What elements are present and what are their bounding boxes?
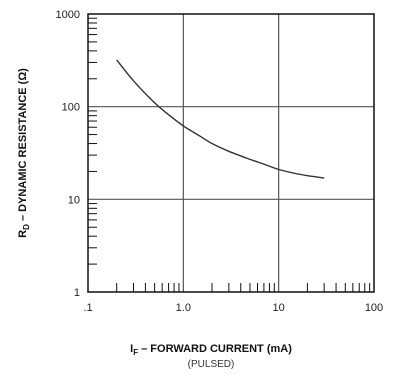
x-axis-label: IF – FORWARD CURRENT (mA) [130,343,292,357]
grid-lines [88,14,374,292]
y-tick-label: 100 [62,102,80,114]
y-tick-label: 1000 [56,9,80,21]
minor-ticks [88,17,371,292]
x-tick-labels: .1 1.0 10 100 [83,302,383,314]
y-axis-label-sub: D [22,224,31,230]
x-axis-note: (PULSED) [188,359,235,370]
x-tick-label: 10 [273,302,285,314]
x-tick-label: 100 [365,302,383,314]
y-tick-label: 1 [74,287,80,299]
y-tick-label: 10 [68,194,80,206]
x-tick-label: .1 [83,302,92,314]
x-axis-label-rest: – FORWARD CURRENT (mA) [138,343,292,355]
y-axis-label: RD – DYNAMIC RESISTANCE (Ω) [17,68,31,238]
y-axis-label-main: R [17,230,29,238]
y-axis-label-rest: – DYNAMIC RESISTANCE (Ω) [17,68,29,224]
x-tick-label: 1.0 [176,302,191,314]
x-axis-label-sub: F [133,348,138,357]
series-line [116,59,325,179]
y-tick-labels: 1 10 100 1000 [56,9,80,299]
x-axis-label-main: I [130,343,133,355]
plot-frame [87,13,375,293]
